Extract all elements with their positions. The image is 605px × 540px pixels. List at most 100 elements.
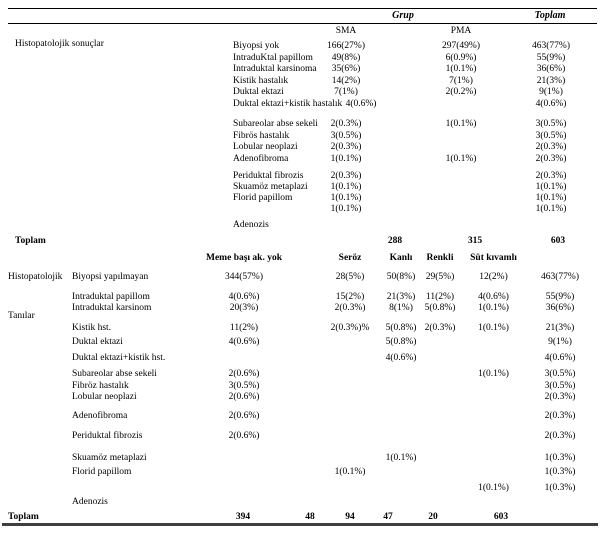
- spacer: [289, 453, 316, 464]
- cell-sma: 7(1%): [334, 87, 358, 97]
- row-label: Periduktal fibrozis: [233, 171, 304, 181]
- table2-total-toplam: 603: [493, 512, 509, 522]
- table2-histopathology-by-discharge: Meme başı ak. yok Seröz Kanlı Renkli Süt…: [2, 252, 598, 526]
- table1-total-toplam: 603: [550, 236, 566, 246]
- spacer: [289, 303, 316, 314]
- cell-seroz: [316, 411, 384, 422]
- cell-pma: 297(49%): [442, 41, 480, 51]
- row-label: Duktal ektazi+kistik hst.: [72, 353, 166, 363]
- spacer: [289, 323, 316, 334]
- cell-renkli: [418, 337, 462, 348]
- cell-renkli: [418, 453, 462, 464]
- row-label: Florid papillom: [72, 467, 132, 477]
- spacer: [289, 292, 316, 303]
- cell-meme: [199, 483, 289, 494]
- cell-renkli: 29(5%): [425, 272, 455, 282]
- spacer: [376, 76, 431, 87]
- table2-total-seroz: 48: [305, 512, 315, 522]
- spacer: [376, 53, 431, 64]
- spacer: [376, 131, 431, 142]
- cell-toplam: 2(0.3%): [544, 392, 576, 402]
- cell-pma: [431, 193, 491, 204]
- spacer: [376, 87, 431, 98]
- table1-body: Biyopsi yok 166(27%) 297(49%) 463(77%) Intra…: [8, 41, 597, 231]
- spacer: [491, 76, 521, 87]
- spacer: [376, 64, 431, 75]
- table-row: Fibrös hastalık 3(0.5%) 3(0.5%): [8, 131, 597, 142]
- table-row: Kistik hastalık 14(2%) 7(1%) 21(3%): [8, 76, 597, 87]
- cell-sma: 35(6%): [331, 64, 361, 74]
- table2-column-renkli: Renkli: [426, 253, 454, 263]
- cell-sma: 1(0.1%): [330, 193, 362, 203]
- row-label: Duktal ektazi: [72, 337, 123, 347]
- cell-toplam: 21(3%): [545, 323, 575, 333]
- cell-sut: [462, 431, 525, 442]
- spacer: [491, 182, 521, 193]
- row-label: [2, 483, 199, 494]
- cell-renkli: [418, 392, 462, 403]
- cell-toplam: 1(0.1%): [535, 193, 567, 203]
- cell-renkli: [418, 497, 462, 508]
- cell-sma: 2(0.3%): [330, 119, 362, 129]
- spacer: [491, 142, 521, 153]
- table-row: IntraduKtal papillom 49(8%) 6(0.9%) 55(9%): [8, 53, 597, 64]
- table-row: Duktal ektazi+kistik hst. 4(0.6%) 4(0.6%): [2, 353, 598, 364]
- cell-toplam: 1(0.1%): [535, 182, 567, 192]
- table-row: Duktal ektazi 4(0.6%) 5(0.8%) 9(1%): [2, 337, 598, 348]
- cell-kanli: 4(0.6%): [385, 353, 417, 363]
- row-label: Duktal ektazi: [233, 87, 284, 97]
- spacer: [376, 25, 431, 37]
- cell-pma: [431, 99, 491, 110]
- spacer: [218, 235, 365, 247]
- cell-sma: 166(27%): [327, 41, 365, 51]
- cell-sma: 3(0.5%): [330, 131, 362, 141]
- table-row: Florid papillom 1(0.1%) 1(0.1%): [8, 193, 597, 204]
- cell-meme: [199, 453, 289, 464]
- spacer: [505, 235, 528, 247]
- spacer: [289, 392, 316, 403]
- spacer: [289, 411, 316, 422]
- cell-toplam: 21(3%): [536, 76, 566, 86]
- table-row: Subareolar abse sekeli 2(0.6%) 1(0.1%) 3(0.…: [2, 369, 598, 380]
- cell-pma: [431, 182, 491, 193]
- cell-sut: 4(0.6%): [478, 292, 509, 302]
- cell-sut: [462, 353, 525, 364]
- table-row: 1(0.1%) 1(0.3%): [2, 483, 598, 494]
- cell-pma: 7(1%): [449, 76, 473, 86]
- cell-kanli: 1(0.1%): [385, 453, 417, 463]
- row-label: Adenofibroma: [233, 154, 289, 164]
- row-label: Adenozis: [233, 220, 269, 230]
- cell-seroz: [316, 353, 384, 364]
- cell-seroz: [316, 483, 384, 494]
- cell-toplam: 36(6%): [545, 303, 575, 313]
- row-label: Periduktal fibrozis: [72, 431, 143, 441]
- cell-seroz: [316, 392, 384, 403]
- cell-seroz: [316, 369, 384, 380]
- cell-kanli: 5(0.8%): [385, 323, 417, 333]
- spacer: [476, 9, 520, 23]
- spacer: [521, 25, 581, 37]
- cell-toplam: 2(0.3%): [535, 171, 567, 181]
- table-row: Kistik hst. 11(2%) 2(0.3%)% 5(0.8%) 2(0.3%) 1…: [2, 323, 598, 334]
- row-label: Skuamöz metaplazi: [233, 182, 308, 192]
- cell-seroz: 1(0.1%): [334, 467, 366, 477]
- cell-renkli: [418, 467, 462, 478]
- cell-kanli: 50(8%): [386, 272, 416, 282]
- cell-pma: [431, 131, 491, 142]
- cell-sma: [316, 220, 376, 231]
- row-label: Adenofibroma: [72, 411, 128, 421]
- row-label: Kistik hastalık: [233, 76, 289, 86]
- cell-sut: 1(0.1%): [478, 483, 509, 493]
- table1-header-row: Grup Toplam: [8, 8, 597, 24]
- cell-meme: 2(0.6%): [228, 369, 260, 379]
- row-label: Biyopsi yapılmayan: [72, 272, 149, 282]
- table2-total-sut: 20: [428, 512, 438, 522]
- spacer: [491, 220, 521, 231]
- spacer: [376, 171, 431, 182]
- row-label: Intraduktal karsinoma: [233, 64, 317, 74]
- spacer: [289, 252, 316, 264]
- cell-renkli: 5(0.8%): [424, 303, 456, 313]
- cell-seroz: [316, 431, 384, 442]
- table-row: Adenofibroma 1(0.1%) 1(0.1%) 2(0.3%): [8, 154, 597, 165]
